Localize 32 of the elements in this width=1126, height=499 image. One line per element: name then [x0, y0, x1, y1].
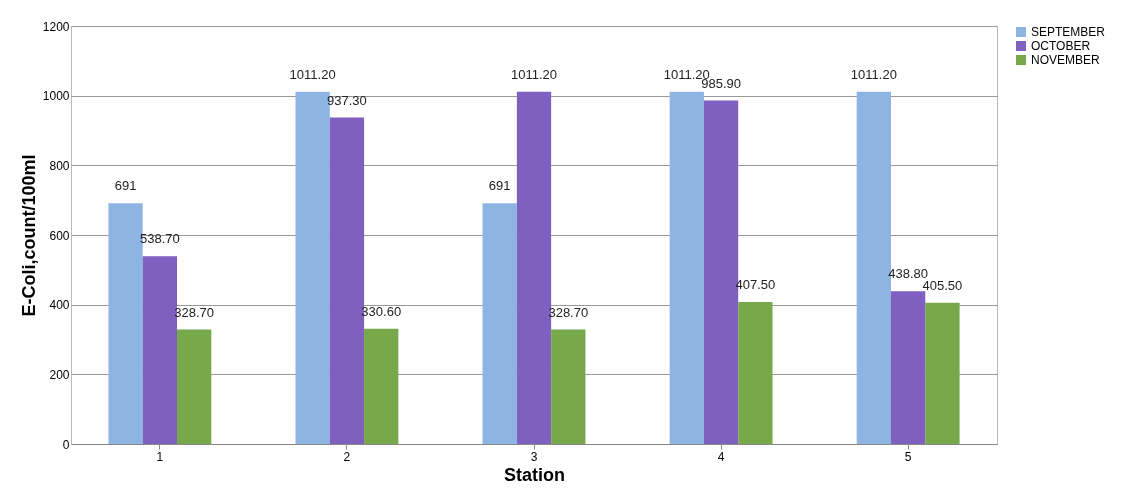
bar	[482, 203, 517, 444]
data-label: 691	[488, 178, 511, 194]
bar	[669, 91, 704, 444]
bar	[925, 302, 960, 444]
bar	[364, 328, 399, 444]
bar	[890, 291, 926, 444]
legend-label: NOVEMBER	[1031, 53, 1101, 67]
data-label: 1011.20	[289, 66, 336, 82]
data-label: 937.30	[327, 92, 367, 108]
y-tick-label: 1200	[42, 19, 70, 34]
legend-label: SEPTEMBER	[1031, 25, 1106, 39]
x-tick-label: 1	[156, 449, 164, 464]
bar	[177, 329, 212, 444]
legend-label: OCTOBER	[1031, 39, 1091, 53]
x-tick-label: 2	[343, 449, 351, 464]
data-label: 1011.20	[510, 66, 558, 82]
data-label: 691	[114, 178, 137, 194]
y-tick-label: 800	[49, 158, 70, 173]
x-tick-label: 5	[904, 449, 912, 464]
data-label: 1011.20	[850, 66, 897, 82]
y-tick-label: 400	[49, 298, 70, 313]
x-tick-label: 4	[717, 449, 725, 464]
y-tick-label: 200	[49, 367, 70, 382]
y-tick-label: 1000	[42, 89, 70, 104]
x-axis-title: Station	[504, 464, 565, 485]
bar	[551, 329, 586, 444]
data-label: 538.70	[139, 231, 180, 247]
bar	[738, 302, 773, 444]
x-tick-label: 3	[530, 449, 538, 464]
y-tick-label: 0	[62, 437, 70, 452]
y-tick-label: 600	[49, 228, 70, 243]
y-axis-title: E-Coli,count/100ml	[18, 154, 39, 317]
